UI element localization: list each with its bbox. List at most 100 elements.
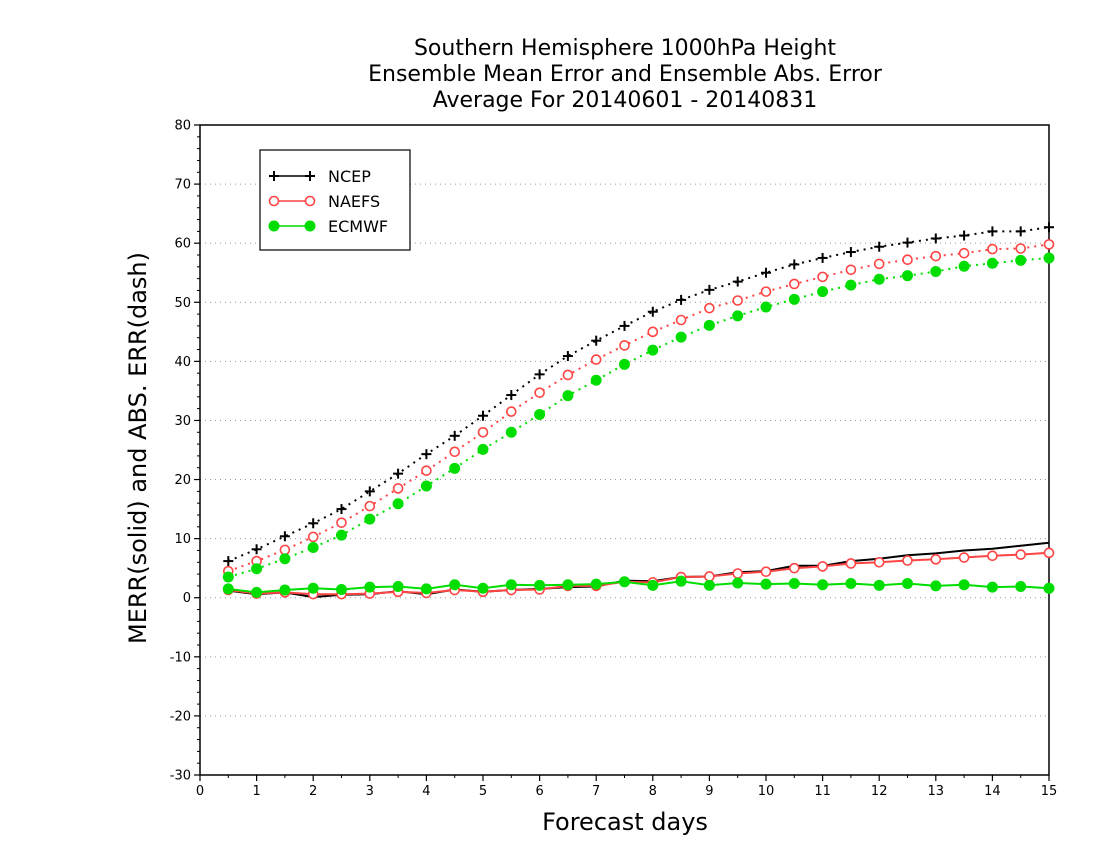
data-point [987, 226, 998, 237]
y-tick-label: 80 [174, 119, 191, 134]
chart-title-line-2: Ensemble Mean Error and Ensemble Abs. Er… [368, 62, 882, 87]
data-point [817, 579, 829, 591]
data-point [506, 390, 517, 401]
legend-marker-left [268, 220, 280, 232]
data-point [590, 374, 602, 386]
data-point [222, 583, 234, 595]
data-point [732, 276, 743, 287]
data-point [393, 468, 404, 479]
data-point [958, 579, 970, 591]
data-point [760, 566, 772, 578]
data-point [392, 483, 404, 494]
data-point [308, 518, 319, 529]
data-point [647, 306, 658, 317]
legend-entry-ncep: NCEP [269, 167, 371, 186]
data-point [703, 319, 715, 331]
series-line [227, 226, 1050, 563]
data-point [477, 426, 489, 438]
x-tick-label: 2 [309, 784, 317, 799]
y-tick-label: 40 [174, 355, 191, 370]
data-point [902, 254, 913, 266]
data-point [336, 504, 347, 515]
data-point [647, 326, 659, 338]
data-point [845, 279, 857, 291]
data-point [676, 294, 687, 305]
data-point [251, 586, 263, 598]
data-point [817, 271, 828, 283]
data-point [732, 568, 744, 579]
data-point [307, 531, 319, 543]
x-tick-label: 5 [479, 784, 487, 799]
data-point [307, 582, 319, 594]
data-point [392, 581, 404, 592]
data-point [1015, 243, 1027, 254]
legend-marker-left [268, 195, 280, 207]
legend-entry-naefs: NAEFS [268, 192, 380, 211]
data-point [845, 578, 857, 590]
data-point [958, 552, 970, 563]
data-point [421, 449, 432, 460]
data-point [845, 264, 857, 276]
data-point [902, 555, 913, 566]
y-axis-label: MERR(solid) and ABS. ERR(dash) [124, 252, 152, 644]
data-point [760, 301, 772, 313]
data-point [336, 529, 347, 541]
data-point [732, 295, 744, 306]
data-point [364, 513, 376, 525]
data-point [986, 257, 998, 269]
legend-marker-left [269, 171, 279, 181]
data-point [703, 579, 715, 591]
data-point [1015, 549, 1027, 560]
legend-label: ECMWF [328, 217, 388, 236]
data-point [760, 286, 772, 297]
data-point [223, 556, 234, 567]
data-point [307, 542, 319, 553]
x-tick-label: 0 [196, 784, 204, 799]
series-line [228, 257, 1050, 578]
data-point [845, 247, 856, 258]
series-line [228, 580, 1050, 594]
grid-lines [200, 183, 1049, 717]
data-point [534, 409, 546, 421]
y-tick-label: 30 [174, 414, 191, 429]
data-point [732, 310, 744, 322]
data-point [449, 462, 461, 474]
data-point [902, 578, 913, 590]
data-point [788, 578, 800, 590]
series-ecmwf-mean-error [222, 575, 1055, 598]
y-tick-label: 50 [174, 296, 191, 311]
data-point [817, 252, 828, 263]
data-point [930, 580, 942, 592]
y-tick-label: 0 [183, 591, 191, 606]
data-point [619, 358, 630, 370]
y-tick-label: 10 [174, 532, 191, 547]
y-tick-label: 70 [174, 178, 191, 193]
data-point [1015, 581, 1027, 592]
data-point [449, 430, 460, 441]
data-point [647, 579, 659, 591]
x-tick-label: 3 [366, 784, 374, 799]
data-point [930, 554, 942, 565]
data-point [562, 390, 574, 402]
data-point [534, 369, 545, 380]
data-point [788, 562, 800, 574]
data-point [1015, 226, 1026, 237]
data-point [420, 583, 432, 595]
data-point [647, 344, 659, 356]
data-point [392, 498, 404, 510]
series-naefs-abs-error [223, 239, 1055, 577]
data-point [986, 581, 998, 593]
data-point [845, 558, 857, 569]
data-point [505, 426, 517, 438]
data-point [817, 561, 828, 572]
data-point [788, 293, 800, 305]
data-point [590, 578, 602, 590]
legend-label: NAEFS [328, 192, 380, 211]
y-tick-label: 60 [174, 237, 191, 252]
legend-marker-right [304, 220, 316, 232]
data-point [279, 553, 291, 565]
data-point [987, 550, 998, 562]
x-tick-label: 1 [252, 784, 260, 799]
data-point [958, 247, 970, 259]
data-point [279, 544, 291, 556]
